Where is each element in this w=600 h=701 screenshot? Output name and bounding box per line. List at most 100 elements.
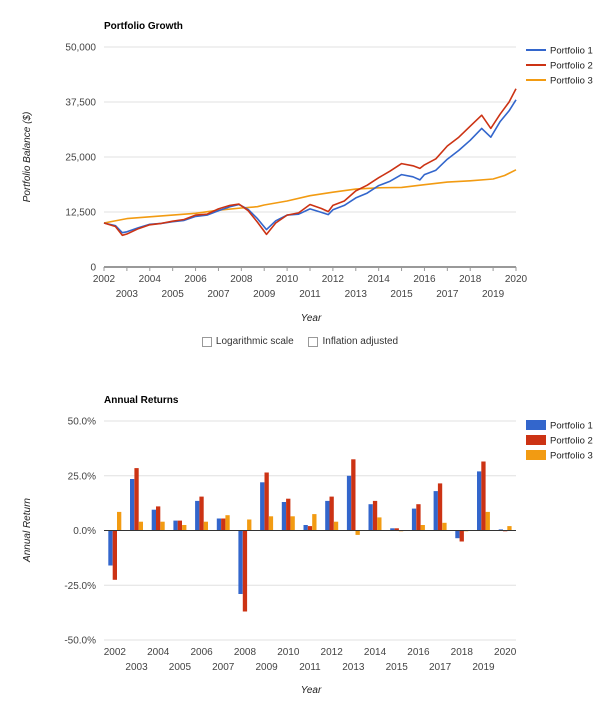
growth-x-tick-label: 2014: [368, 274, 391, 285]
returns-bar-portfolio-3: [485, 511, 490, 531]
returns-bar-portfolio-1: [368, 504, 373, 531]
growth-x-tick-label: 2008: [230, 274, 253, 285]
returns-x-tick-label: 2020: [494, 647, 517, 658]
log-scale-option[interactable]: Logarithmic scale: [201, 336, 294, 347]
returns-bar-portfolio-3: [377, 517, 382, 531]
returns-x-axis-label: Year: [301, 685, 322, 696]
growth-legend-label-3: Portfolio 3: [550, 76, 593, 87]
returns-bar-portfolio-2: [481, 461, 486, 531]
returns-y-tick-label: -25.0%: [64, 581, 96, 592]
returns-x-tick-label: 2017: [429, 662, 452, 673]
returns-bar-portfolio-2: [394, 528, 399, 531]
returns-y-tick-label: 50.0%: [68, 417, 96, 428]
returns-bar-portfolio-1: [303, 525, 308, 531]
growth-x-tick-label: 2005: [162, 289, 185, 300]
log-scale-checkbox[interactable]: [201, 336, 212, 347]
returns-bar-portfolio-3: [117, 511, 122, 531]
growth-chart-title: Portfolio Growth: [104, 21, 183, 32]
growth-x-tick-label: 2009: [253, 289, 276, 300]
returns-bar-portfolio-2: [437, 483, 443, 531]
returns-y-tick-label: -50.0%: [64, 636, 96, 647]
returns-bar-portfolio-1: [108, 530, 113, 566]
returns-bar-portfolio-1: [477, 471, 482, 531]
growth-gridlines: [104, 46, 516, 268]
returns-x-tick-label: 2007: [212, 662, 235, 673]
growth-line-portfolio-3: [103, 169, 517, 224]
returns-bar-portfolio-3: [182, 525, 187, 531]
growth-x-tick-label: 2013: [345, 289, 368, 300]
returns-bar-portfolio-1: [216, 518, 222, 531]
returns-bars: [104, 459, 516, 612]
growth-x-tick-label: 2011: [299, 289, 321, 300]
growth-series-lines: [103, 88, 517, 237]
log-scale-label: Logarithmic scale: [215, 336, 294, 347]
growth-legend-label-1: Portfolio 1: [550, 46, 593, 57]
growth-x-tick-label: 2007: [207, 289, 230, 300]
returns-x-tick-label: 2005: [169, 662, 192, 673]
returns-bar-portfolio-3: [203, 521, 208, 531]
returns-x-tick-label: 2006: [190, 647, 213, 658]
returns-bar-portfolio-3: [420, 525, 425, 531]
returns-bar-portfolio-3: [160, 521, 165, 531]
returns-bar-portfolio-2: [329, 496, 334, 531]
returns-bar-portfolio-3: [333, 521, 339, 531]
growth-x-tick-label: 2002: [93, 274, 116, 285]
returns-x-tick-label: 2016: [407, 647, 430, 658]
inflation-checkbox[interactable]: [308, 336, 319, 347]
returns-x-tick-label: 2015: [386, 662, 409, 673]
growth-line-portfolio-1: [103, 99, 517, 234]
growth-x-axis-label: Year: [301, 313, 322, 324]
returns-x-tick-label: 2010: [277, 647, 300, 658]
growth-x-tick-label: 2015: [390, 289, 413, 300]
returns-bar-portfolio-1: [173, 520, 178, 531]
returns-x-tick-label: 2009: [256, 662, 279, 673]
returns-bar-portfolio-3: [290, 516, 295, 531]
returns-bar-portfolio-1: [411, 508, 417, 531]
growth-legend-label-2: Portfolio 2: [550, 61, 593, 72]
returns-bar-portfolio-2: [307, 526, 313, 531]
growth-x-tick-label: 2019: [482, 289, 505, 300]
returns-bar-portfolio-2: [199, 496, 204, 531]
inflation-label: Inflation adjusted: [322, 336, 399, 347]
returns-x-tick-label: 2014: [364, 647, 387, 658]
portfolio-growth-chart: Portfolio Growth 0 12,500 25,000 37,500 50,0…: [22, 21, 593, 324]
inflation-option[interactable]: Inflation adjusted: [308, 336, 398, 347]
growth-y-tick-label: 37,500: [65, 98, 96, 109]
returns-bar-portfolio-1: [325, 500, 330, 531]
returns-x-ticks: 2002 2004 2006 2008 2010 2012 2014 2016 2018 2020…: [104, 647, 517, 673]
returns-legend-swatch-1: [526, 420, 546, 430]
growth-x-tick-label: 2020: [505, 274, 528, 285]
growth-x-tick-label: 2004: [139, 274, 162, 285]
returns-bar-portfolio-2: [221, 518, 226, 531]
returns-bar-portfolio-3: [247, 519, 252, 531]
growth-x-tick-label: 2018: [459, 274, 482, 285]
returns-y-tick-label: 0.0%: [73, 526, 96, 537]
growth-x-tick-label: 2006: [184, 274, 207, 285]
returns-legend-swatch-3: [526, 450, 546, 460]
returns-x-tick-label: 2008: [234, 647, 257, 658]
growth-x-tick-label: 2016: [413, 274, 436, 285]
returns-bar-portfolio-2: [112, 530, 117, 580]
returns-x-tick-label: 2019: [472, 662, 495, 673]
returns-bar-portfolio-2: [242, 530, 248, 612]
annual-returns-chart: Annual Returns -50.0% -25.0% 0.0% 25.0% 50.0…: [22, 395, 593, 696]
growth-x-tick-label: 2012: [322, 274, 345, 285]
returns-bar-portfolio-3: [138, 521, 143, 531]
returns-bar-portfolio-2: [264, 472, 269, 531]
growth-y-tick-label: 12,500: [65, 208, 96, 219]
growth-legend: Portfolio 1 Portfolio 2 Portfolio 3: [526, 46, 593, 87]
returns-x-tick-label: 2003: [125, 662, 148, 673]
returns-bar-portfolio-1: [195, 500, 200, 531]
growth-x-tick-label: 2010: [276, 274, 299, 285]
returns-legend-label-2: Portfolio 2: [550, 436, 593, 447]
returns-bar-portfolio-1: [151, 509, 156, 531]
returns-x-tick-label: 2004: [147, 647, 170, 658]
returns-y-tick-label: 25.0%: [68, 471, 96, 482]
returns-chart-title: Annual Returns: [104, 395, 179, 406]
returns-bar-portfolio-3: [312, 514, 317, 531]
returns-bar-portfolio-1: [390, 528, 395, 531]
returns-legend: Portfolio 1 Portfolio 2 Portfolio 3: [526, 420, 593, 462]
returns-bar-portfolio-3: [268, 516, 274, 531]
returns-bar-portfolio-1: [346, 475, 352, 531]
